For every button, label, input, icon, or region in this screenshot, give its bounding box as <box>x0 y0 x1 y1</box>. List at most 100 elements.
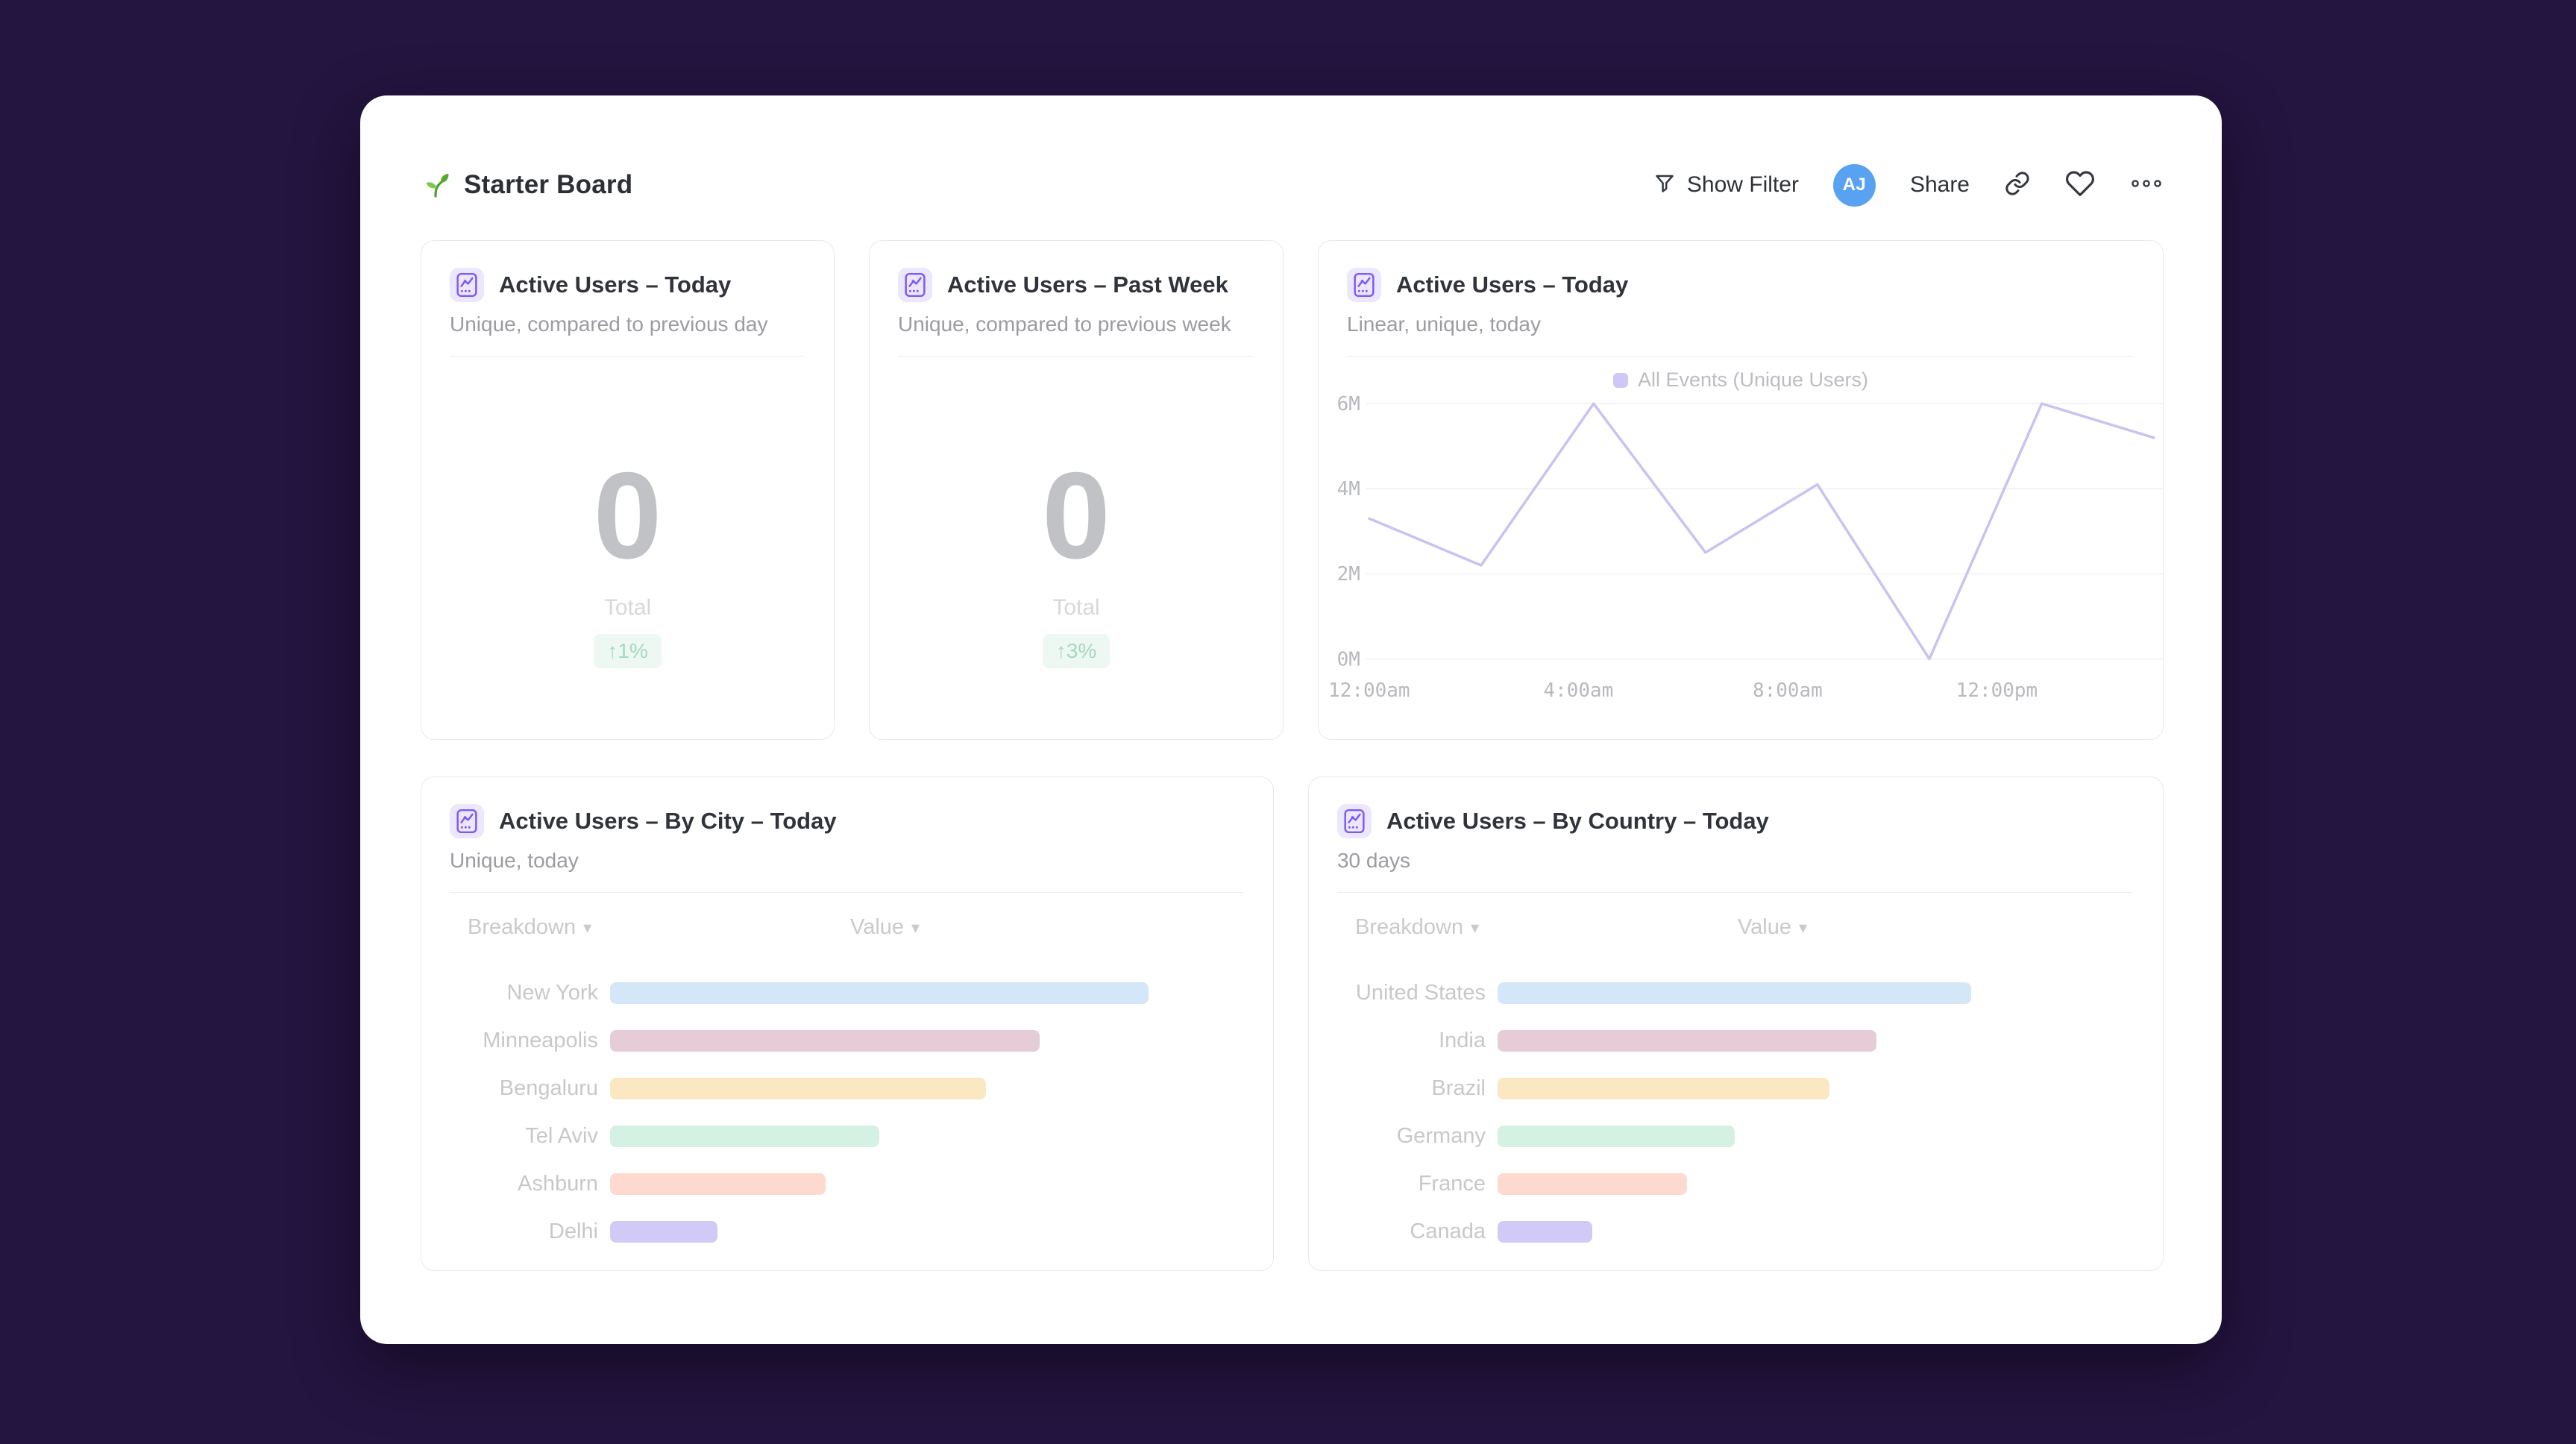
breakdown-row-label: Brazil <box>1431 1076 1486 1100</box>
kpi-total-label: Total <box>603 595 652 620</box>
column-header-breakdown[interactable]: Breakdown ▾ <box>1354 915 1480 939</box>
funnel-icon <box>1653 172 1676 198</box>
line-chart-icon <box>1347 268 1381 302</box>
breakdown-table-header: Breakdown ▾ Value ▾ <box>1337 915 2133 942</box>
line-chart-icon <box>898 268 932 302</box>
card-title[interactable]: Active Users – Today <box>1396 271 1629 298</box>
line-chart-icon <box>450 268 484 302</box>
card-subtitle: 30 days <box>1336 849 1411 872</box>
column-header-value[interactable]: Value ▾ <box>850 915 920 939</box>
link-icon <box>2004 170 2031 201</box>
breakdown-row: India <box>1337 1017 2133 1064</box>
card-active-users-today-line: Active Users – Today Linear, unique, tod… <box>1318 240 2164 740</box>
avatar[interactable]: AJ <box>1832 163 1876 207</box>
breakdown-bar-track <box>1497 1125 2133 1147</box>
breakdown-bar-track <box>610 982 1243 1004</box>
svg-text:6M: 6M <box>1337 393 1360 415</box>
share-button[interactable]: Share <box>1909 172 1970 197</box>
breakdown-row: Ashburn <box>450 1160 1243 1208</box>
kpi-value: 0 <box>1042 447 1110 584</box>
caret-down-icon: ▾ <box>1471 917 1480 937</box>
card-active-users-past-week-kpi: Active Users – Past Week Unique, compare… <box>869 240 1284 740</box>
breakdown-bar <box>610 1125 879 1147</box>
breakdown-row: Minneapolis <box>450 1017 1243 1064</box>
card-divider <box>450 892 1243 893</box>
card-header: Active Users – By Country – Today 30 day… <box>1309 777 2163 893</box>
topbar: Starter Board Show Filter AJ Share <box>421 158 2164 212</box>
breakdown-row-label: France <box>1418 1171 1486 1196</box>
breakdown-bar <box>610 1029 1040 1052</box>
show-filter-button[interactable]: Show Filter <box>1653 172 1799 198</box>
show-filter-label: Show Filter <box>1686 172 1799 197</box>
breakdown-table: Breakdown ▾ Value ▾ United States India Braz… <box>1309 893 2163 1270</box>
breakdown-bar-track <box>610 1220 1243 1243</box>
legend-swatch <box>1612 372 1628 388</box>
caret-down-icon: ▾ <box>583 917 592 937</box>
breakdown-row-label: Delhi <box>548 1219 598 1243</box>
card-header: Active Users – By City – Today Unique, t… <box>421 777 1273 893</box>
breakdown-bar-track <box>1497 1077 2133 1099</box>
kpi-value: 0 <box>593 447 662 584</box>
page-title: Starter Board <box>464 170 633 199</box>
breakdown-bar-track <box>610 1125 1243 1147</box>
svg-text:8:00am: 8:00am <box>1753 679 1823 702</box>
breakdown-rows: United States India Brazil Germany France Can… <box>1337 969 2133 1255</box>
breakdown-row-label: Germany <box>1396 1123 1486 1148</box>
board-brand: Starter Board <box>421 169 632 202</box>
avatar-initials: AJ <box>1842 175 1867 195</box>
breakdown-row-label: Ashburn <box>517 1171 598 1196</box>
breakdown-bar-track <box>610 1077 1243 1099</box>
line-chart-icon <box>1336 804 1372 838</box>
card-divider <box>1347 356 2133 357</box>
breakdown-bar-track <box>1497 1173 2133 1195</box>
card-header: Active Users – Today Linear, unique, tod… <box>1319 241 2163 357</box>
breakdown-bar <box>610 1077 987 1099</box>
legend-label: All Events (Unique Users) <box>1637 368 1869 391</box>
breakdown-bar-track <box>1497 1220 2133 1243</box>
card-subtitle: Linear, unique, today <box>1347 313 1541 336</box>
column-header-breakdown[interactable]: Breakdown ▾ <box>468 915 592 939</box>
breakdown-row: France <box>1337 1160 2133 1208</box>
topbar-actions: Show Filter AJ Share <box>1653 163 2164 207</box>
kpi-change-badge: ↑3% <box>1042 634 1110 668</box>
caret-down-icon: ▾ <box>911 917 920 937</box>
column-header-value[interactable]: Value ▾ <box>1737 915 1808 939</box>
breakdown-bar <box>610 1220 718 1243</box>
card-title[interactable]: Active Users – Today <box>499 271 732 298</box>
breakdown-bar <box>1497 1029 1876 1052</box>
favorite-button[interactable] <box>2065 169 2095 202</box>
svg-text:12:00am: 12:00am <box>1328 679 1410 702</box>
line-chart-icon <box>450 804 484 838</box>
card-subtitle: Unique, compared to previous week <box>898 313 1231 336</box>
card-active-users-by-city: Active Users – By City – Today Unique, t… <box>421 776 1274 1271</box>
breakdown-rows: New York Minneapolis Bengaluru Tel Aviv Ashb… <box>450 969 1243 1255</box>
card-header: Active Users – Today Unique, compared to… <box>421 241 834 357</box>
breakdown-row-label: Bengaluru <box>499 1076 598 1100</box>
breakdown-row: Canada <box>1337 1208 2133 1255</box>
seedling-icon <box>421 169 450 202</box>
breakdown-row: Germany <box>1337 1112 2133 1160</box>
card-header: Active Users – Past Week Unique, compare… <box>870 241 1283 357</box>
breakdown-bar <box>1497 982 1971 1004</box>
card-title[interactable]: Active Users – Past Week <box>947 271 1228 298</box>
cards-row-2: Active Users – By City – Today Unique, t… <box>421 776 2164 1271</box>
breakdown-row-label: Tel Aviv <box>525 1123 598 1148</box>
breakdown-bar <box>1497 1220 1592 1243</box>
ellipsis-icon <box>2129 177 2164 194</box>
copy-link-button[interactable] <box>2004 170 2031 201</box>
kpi-change-badge: ↑1% <box>594 634 662 668</box>
breakdown-bar <box>1497 1077 1829 1099</box>
breakdown-row-label: Canada <box>1410 1219 1486 1243</box>
card-title[interactable]: Active Users – By City – Today <box>499 808 837 834</box>
breakdown-row: United States <box>1337 969 2133 1017</box>
breakdown-bar <box>610 1173 826 1195</box>
card-subtitle: Unique, today <box>450 849 579 872</box>
more-menu-button[interactable] <box>2129 177 2164 194</box>
card-subtitle: Unique, compared to previous day <box>450 313 768 336</box>
card-active-users-by-country: Active Users – By Country – Today 30 day… <box>1307 776 2164 1271</box>
dashboard-panel: Starter Board Show Filter AJ Share <box>360 95 2222 1344</box>
svg-text:12:00pm: 12:00pm <box>1956 679 2038 702</box>
card-title[interactable]: Active Users – By Country – Today <box>1386 808 1769 834</box>
chart-legend: All Events (Unique Users) <box>1319 368 2163 392</box>
